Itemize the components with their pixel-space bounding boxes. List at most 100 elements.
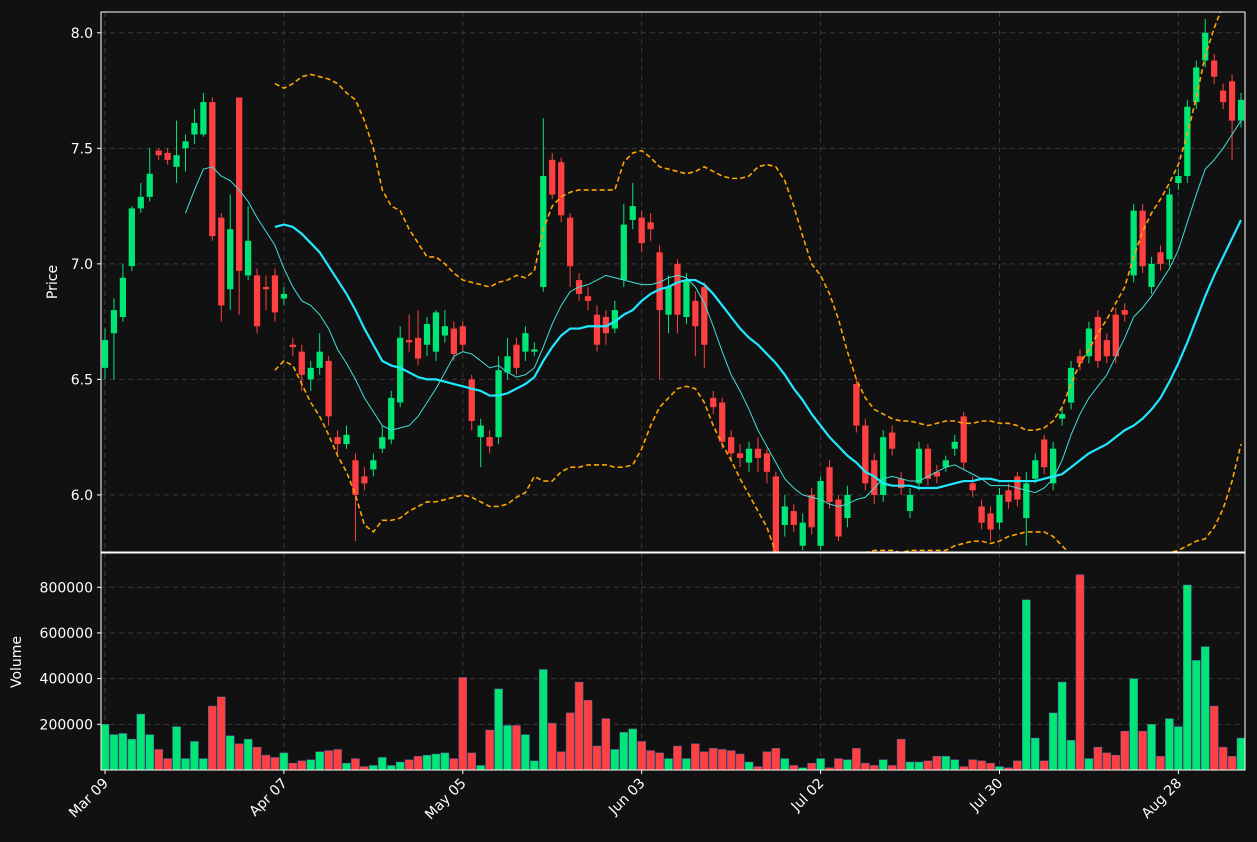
candle-body: [862, 425, 869, 484]
candle-body: [370, 460, 377, 470]
volume-bar: [1138, 730, 1147, 770]
candle-body: [1130, 210, 1137, 276]
volume-panel: [101, 574, 1245, 770]
candle-body: [567, 217, 574, 267]
candle-body: [933, 471, 941, 477]
candle-body: [799, 522, 806, 546]
candle-body: [790, 511, 797, 525]
candle-body: [486, 437, 493, 447]
volume-bar: [896, 738, 906, 770]
y-tick-label: 7.5: [71, 141, 93, 157]
candle-body: [334, 437, 341, 445]
candle-body: [414, 337, 422, 359]
candle-body: [1211, 60, 1218, 77]
volume-bar: [1129, 678, 1138, 770]
candle-body: [209, 102, 216, 237]
candle-body: [397, 337, 404, 403]
candle-body: [549, 159, 556, 195]
volume-bar: [539, 669, 548, 770]
volume-bar: [1156, 756, 1165, 770]
volume-bar: [619, 732, 629, 770]
volume-bar: [315, 751, 324, 770]
volume-bar: [1174, 726, 1183, 770]
volume-bar: [1200, 646, 1210, 770]
candle-body: [423, 323, 431, 345]
candle-body: [253, 275, 261, 327]
candle-body: [307, 367, 314, 380]
volume-bar: [655, 752, 664, 770]
volume-bar: [467, 752, 477, 770]
candle-body: [558, 162, 565, 216]
candle-body: [844, 494, 851, 519]
candle-body: [227, 229, 234, 290]
volume-bar: [1022, 599, 1031, 770]
candle-body: [1184, 106, 1191, 177]
volume-bar: [199, 758, 208, 770]
candle-body: [450, 328, 457, 354]
indicator-line: [274, 219, 1242, 490]
candle-body: [745, 448, 753, 463]
candle-body: [772, 476, 779, 552]
candle-body: [781, 506, 788, 525]
volume-bar: [181, 758, 190, 770]
candle-body: [817, 481, 824, 546]
candle-body: [906, 494, 914, 512]
volume-bar: [905, 761, 915, 770]
volume-bar: [208, 705, 217, 770]
volume-bar: [547, 722, 557, 770]
candle-body: [262, 286, 270, 290]
candle-body: [459, 326, 466, 345]
volume-bar: [1165, 718, 1174, 770]
volume-bar: [1102, 752, 1112, 770]
candle-body: [915, 448, 923, 484]
volume-bar: [995, 766, 1004, 770]
volume-bar: [378, 757, 387, 770]
volume-bar: [1084, 758, 1094, 770]
volume-bar: [673, 745, 682, 770]
volume-bar: [700, 751, 709, 770]
candle-body: [1085, 328, 1093, 357]
volume-bar: [861, 762, 870, 770]
candle-body: [280, 293, 288, 299]
volume-bar: [869, 765, 879, 770]
candle-body: [593, 314, 601, 345]
candle-body: [477, 425, 484, 438]
candle-body: [853, 384, 860, 426]
candle-body: [1237, 99, 1245, 121]
candle-body: [1050, 448, 1057, 484]
volume-bar: [261, 754, 271, 770]
y2-axis-label: Volume: [9, 636, 25, 688]
volume-bar: [1066, 740, 1076, 770]
volume-bar: [458, 677, 468, 770]
volume-bar: [1227, 756, 1237, 770]
volume-bar: [646, 750, 655, 770]
volume-bar: [583, 700, 593, 770]
volume-bar: [1218, 746, 1228, 770]
candle-body: [584, 296, 592, 301]
candle-body: [316, 351, 323, 368]
volume-bar: [941, 756, 951, 770]
candle-body: [996, 494, 1003, 523]
volume-bar: [816, 758, 825, 770]
candle-body: [1076, 356, 1084, 364]
volume-bar: [565, 712, 575, 770]
volume-bar: [708, 748, 718, 770]
volume-bar: [932, 756, 942, 770]
candle-body: [236, 97, 243, 271]
candle-body: [155, 150, 162, 156]
candle-body: [835, 499, 842, 537]
price-frame: [100, 11, 1246, 553]
volume-bar: [360, 766, 369, 770]
volume-bar: [950, 759, 960, 770]
candle-body: [1157, 252, 1164, 264]
volume-bar: [878, 759, 888, 770]
candle-body: [665, 286, 672, 315]
volume-bar: [404, 759, 414, 770]
candle-body: [298, 351, 305, 375]
y2-tick-label: 800000: [40, 580, 93, 596]
volume-bar: [744, 761, 754, 770]
indicator-line: [274, 12, 1222, 432]
candle-body: [200, 102, 207, 135]
candle-body: [128, 208, 135, 267]
y-axis-label: Price: [45, 265, 61, 299]
